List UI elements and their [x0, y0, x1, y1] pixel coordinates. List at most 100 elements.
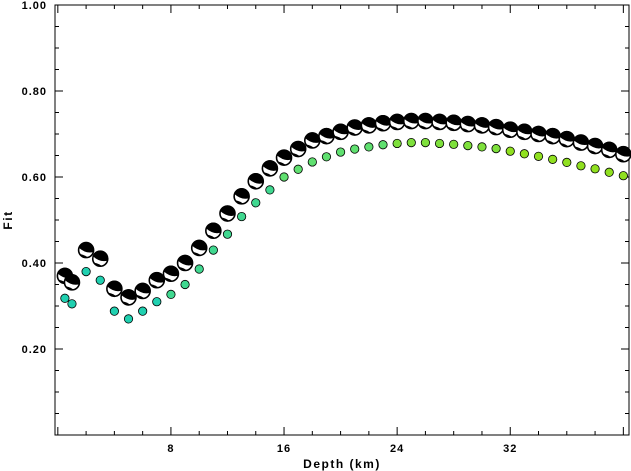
fit-dot: [463, 141, 473, 151]
x-tick-label: 8: [167, 443, 174, 455]
fit-dot: [548, 154, 558, 164]
focal-mechanism-mark: [332, 123, 349, 141]
fit-dot: [590, 164, 600, 174]
fit-dot: [420, 138, 431, 148]
focal-mechanism-mark: [261, 160, 279, 177]
focal-mechanism-mark: [219, 205, 236, 222]
mechanism-compressional-quadrant: [121, 301, 131, 305]
mechanism-compressional-quadrant: [276, 149, 292, 161]
mechanism-compressional-quadrant: [220, 217, 229, 222]
fit-dots-series: [60, 138, 628, 324]
focal-mechanism-mark: [289, 140, 307, 158]
mechanism-compressional-quadrant: [177, 254, 193, 266]
fit-dot: [81, 266, 91, 277]
fit-dot: [434, 138, 445, 149]
mechanism-compressional-quadrant: [560, 142, 569, 147]
fit-dot: [293, 164, 303, 174]
fit-dot: [237, 211, 247, 222]
mechanism-compressional-quadrant: [615, 146, 631, 157]
mechanism-compressional-quadrant: [446, 114, 462, 126]
mechanism-compressional-quadrant: [205, 222, 222, 234]
focal-mechanism-mark: [205, 222, 222, 240]
focal-mechanism-mark: [162, 265, 180, 283]
focal-mechanism-mark: [148, 271, 166, 289]
fit-dot: [505, 146, 515, 156]
mechanism-compressional-quadrant: [474, 117, 490, 128]
focal-mechanism-mark: [176, 254, 194, 272]
fit-dot: [364, 142, 374, 152]
fit-dot: [208, 245, 218, 255]
mechanism-compressional-quadrant: [319, 139, 328, 144]
focal-mechanism-mark: [501, 121, 519, 138]
focal-mechanism-mark: [388, 113, 406, 131]
focal-mechanism-mark: [558, 130, 576, 148]
mechanism-compressional-quadrant: [517, 135, 526, 140]
mechanism-compressional-quadrant: [361, 117, 377, 128]
fit-dot: [180, 279, 190, 290]
fit-dot: [109, 306, 119, 316]
mechanism-compressional-quadrant: [290, 140, 307, 152]
fit-dot: [392, 138, 402, 149]
y-tick-label: 0.80: [22, 86, 47, 98]
mechanism-compressional-quadrant: [432, 113, 448, 125]
mechanism-compressional-quadrant: [178, 266, 187, 271]
focal-mechanism-mark: [63, 274, 81, 291]
fit-dot: [123, 314, 134, 324]
focal-mechanism-mark: [615, 145, 631, 163]
focal-mechanism-mark: [91, 250, 109, 268]
focal-mechanism-mark: [77, 241, 95, 259]
mechanism-compressional-quadrant: [135, 282, 151, 294]
focal-mechanism-mark: [120, 289, 137, 306]
x-tick-label: 32: [503, 443, 517, 455]
plot-frame: [54, 4, 630, 436]
mechanism-compressional-quadrant: [446, 126, 456, 131]
y-tick-label: 0.40: [22, 258, 47, 270]
fit-dot: [406, 138, 416, 148]
axis-tick-labels: 8 16 24 32 0.20 0.40 0.60 0.80 1.00: [22, 0, 517, 455]
mechanism-compressional-quadrant: [79, 253, 88, 258]
focal-mechanism-mark: [459, 115, 477, 133]
fit-dot: [576, 161, 586, 171]
mechanism-compressional-quadrant: [65, 286, 74, 290]
mechanism-compressional-quadrant: [163, 265, 179, 277]
mechanism-compressional-quadrant: [516, 123, 533, 135]
focal-mechanism-mark: [445, 114, 462, 132]
mechanism-compressional-quadrant: [305, 144, 314, 149]
mechanism-compressional-quadrant: [135, 294, 145, 299]
x-axis-title: Depth (km): [303, 457, 381, 471]
mechanism-compressional-quadrant: [403, 112, 420, 124]
mechanism-compressional-quadrant: [262, 160, 278, 171]
fit-dot: [350, 144, 360, 154]
fit-dot: [138, 306, 148, 316]
mechanism-compressional-quadrant: [602, 153, 611, 158]
fit-dot: [166, 289, 176, 299]
fit-dot: [562, 157, 572, 167]
mechanism-compressional-quadrant: [93, 262, 102, 267]
mechanism-compressional-quadrant: [531, 125, 547, 137]
focal-mechanism-mark: [190, 239, 208, 257]
mechanism-compressional-quadrant: [333, 135, 343, 140]
focal-mechanism-mark: [318, 127, 335, 145]
mechanism-compressional-quadrant: [390, 125, 399, 130]
mechanism-compressional-quadrant: [545, 127, 561, 139]
mechanism-compressional-quadrant: [249, 185, 258, 189]
fit-dot: [60, 293, 70, 303]
mechanism-compressional-quadrant: [277, 161, 286, 166]
mechanism-compressional-quadrant: [588, 149, 597, 154]
fit-dot: [152, 297, 162, 307]
mechanism-compressional-quadrant: [545, 139, 555, 144]
fit-dot: [335, 147, 346, 157]
fit-dot: [477, 142, 487, 152]
mechanism-compressional-quadrant: [248, 173, 264, 184]
focal-mechanism-mark: [431, 113, 448, 131]
fit-dot: [251, 198, 261, 208]
mechanism-compressional-quadrant: [531, 137, 541, 142]
mechanism-compressional-quadrant: [192, 251, 201, 256]
focal-mechanism-mark: [600, 141, 618, 159]
mechanism-compressional-quadrant: [263, 172, 272, 176]
fit-dot: [265, 185, 275, 195]
focal-mechanism-series: [56, 112, 631, 306]
mechanism-compressional-quadrant: [150, 283, 159, 288]
mechanism-compressional-quadrant: [121, 289, 137, 300]
